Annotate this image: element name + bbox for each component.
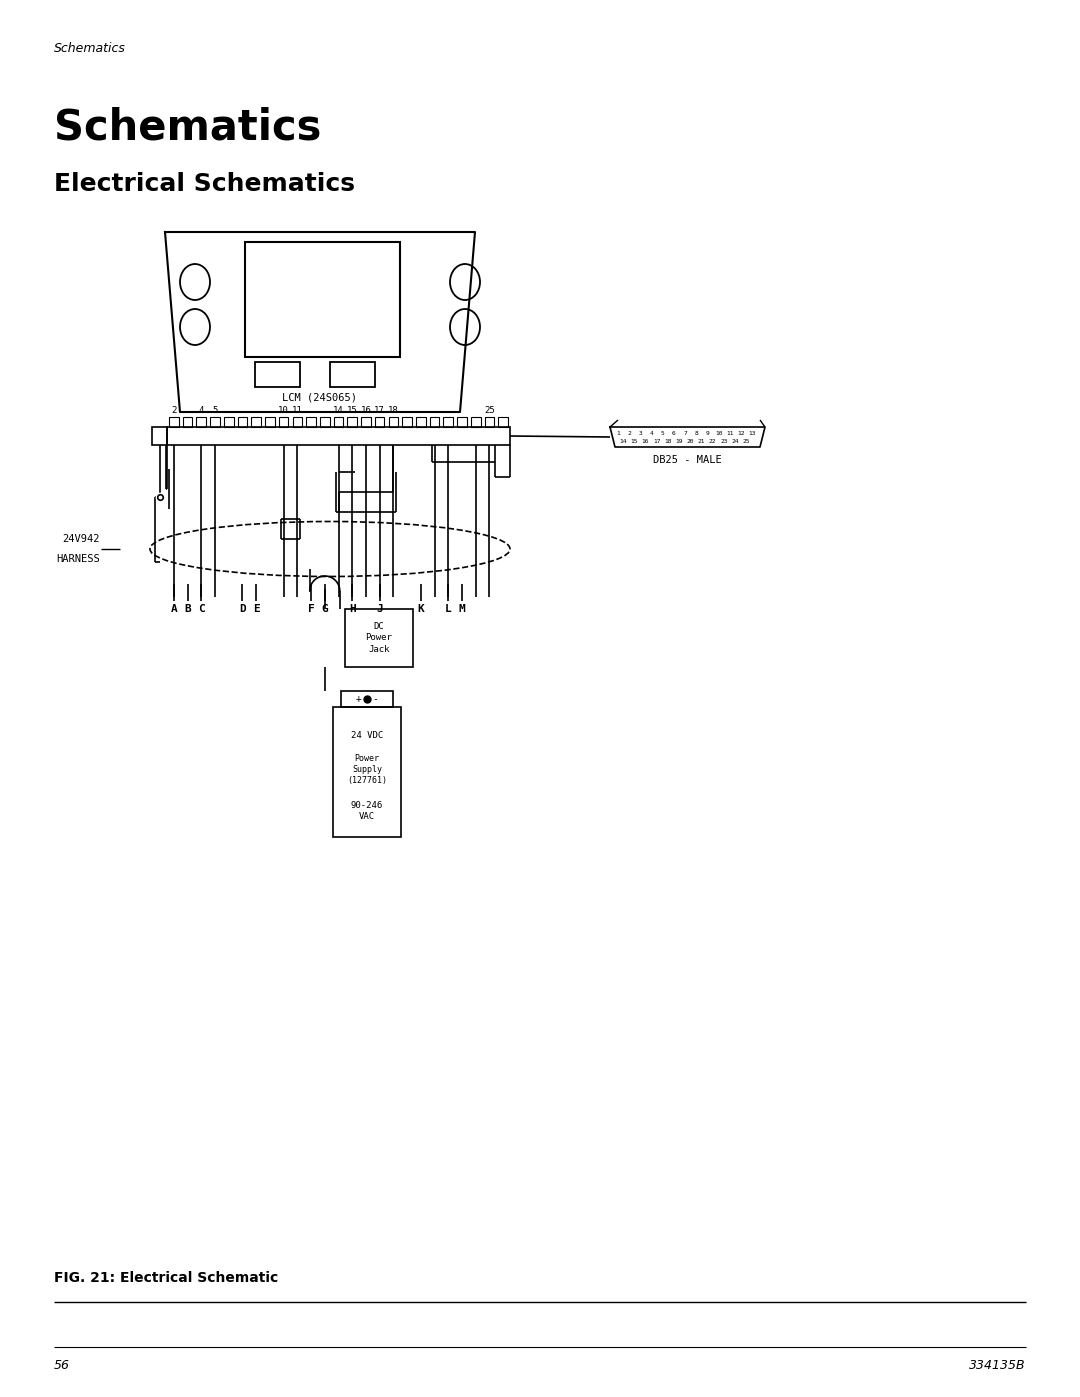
Text: C: C: [198, 604, 205, 615]
Bar: [334, 416, 343, 427]
Bar: [444, 416, 454, 427]
Bar: [471, 416, 481, 427]
Bar: [255, 362, 300, 387]
Text: M: M: [459, 604, 465, 615]
Text: 4: 4: [199, 407, 204, 415]
Text: HARNESS: HARNESS: [56, 555, 100, 564]
Bar: [416, 416, 426, 427]
Bar: [430, 416, 440, 427]
Bar: [320, 416, 329, 427]
Bar: [402, 416, 411, 427]
Text: 12: 12: [738, 432, 745, 436]
Text: F: F: [308, 604, 314, 615]
Text: 1: 1: [616, 432, 620, 436]
Text: 19: 19: [675, 439, 683, 444]
Text: 15: 15: [631, 439, 638, 444]
Text: 21: 21: [698, 439, 705, 444]
Bar: [498, 416, 508, 427]
Text: J: J: [376, 604, 383, 615]
Text: 25: 25: [742, 439, 750, 444]
Text: 9: 9: [705, 432, 710, 436]
Text: 5: 5: [213, 407, 218, 415]
Text: 24V942: 24V942: [63, 534, 100, 543]
Text: Electrical Schematics: Electrical Schematics: [54, 172, 355, 196]
Text: H: H: [349, 604, 355, 615]
Text: Schematics: Schematics: [54, 42, 126, 54]
Text: 334135B: 334135B: [970, 1359, 1026, 1372]
Text: E: E: [253, 604, 259, 615]
Text: 11: 11: [292, 407, 302, 415]
Text: G: G: [322, 604, 328, 615]
Bar: [265, 416, 274, 427]
Text: 56: 56: [54, 1359, 70, 1372]
Text: L: L: [445, 604, 451, 615]
Text: Power
Supply
(127761): Power Supply (127761): [347, 754, 387, 785]
Text: 2: 2: [171, 407, 176, 415]
Bar: [183, 416, 192, 427]
Text: D: D: [239, 604, 246, 615]
Bar: [224, 416, 233, 427]
Bar: [279, 416, 288, 427]
Text: 20: 20: [687, 439, 694, 444]
Text: 10: 10: [279, 407, 289, 415]
Bar: [245, 242, 400, 358]
Bar: [457, 416, 467, 427]
Text: A: A: [171, 604, 177, 615]
Text: 5: 5: [661, 432, 664, 436]
Bar: [348, 416, 357, 427]
Text: 7: 7: [684, 432, 687, 436]
Bar: [293, 416, 302, 427]
Bar: [197, 416, 206, 427]
Text: 18: 18: [388, 407, 399, 415]
Text: Schematics: Schematics: [54, 108, 322, 149]
Text: 16: 16: [361, 407, 372, 415]
Text: 8: 8: [694, 432, 699, 436]
Bar: [167, 427, 510, 446]
Bar: [389, 416, 399, 427]
Text: DC
Power
Jack: DC Power Jack: [365, 622, 392, 654]
Text: +: +: [356, 694, 362, 704]
Text: 15: 15: [347, 407, 357, 415]
Text: 10: 10: [715, 432, 723, 436]
Bar: [330, 362, 375, 387]
Bar: [152, 427, 167, 446]
Text: 24 VDC: 24 VDC: [351, 731, 383, 740]
Bar: [375, 416, 384, 427]
Text: 13: 13: [748, 432, 756, 436]
Text: 14: 14: [333, 407, 343, 415]
Text: 17: 17: [375, 407, 386, 415]
Text: 6: 6: [672, 432, 676, 436]
Text: LCM (24S065): LCM (24S065): [283, 393, 357, 402]
Bar: [211, 416, 220, 427]
Text: 17: 17: [652, 439, 660, 444]
Bar: [238, 416, 247, 427]
Text: 4: 4: [650, 432, 653, 436]
Text: B: B: [185, 604, 191, 615]
Text: 2: 2: [627, 432, 631, 436]
Bar: [307, 416, 315, 427]
Bar: [170, 416, 178, 427]
Bar: [361, 416, 370, 427]
Text: 90-246
VAC: 90-246 VAC: [351, 800, 383, 821]
Bar: [345, 609, 413, 666]
Bar: [252, 416, 261, 427]
Text: 14: 14: [619, 439, 626, 444]
Text: 23: 23: [720, 439, 728, 444]
Text: K: K: [418, 604, 424, 615]
Text: 3: 3: [638, 432, 643, 436]
Text: FIG. 21: Electrical Schematic: FIG. 21: Electrical Schematic: [54, 1271, 279, 1285]
Text: 11: 11: [726, 432, 733, 436]
Text: 16: 16: [642, 439, 649, 444]
Text: 22: 22: [708, 439, 716, 444]
Text: 25: 25: [484, 407, 495, 415]
Text: 18: 18: [664, 439, 672, 444]
Bar: [485, 416, 495, 427]
Text: 24: 24: [731, 439, 739, 444]
Bar: [341, 692, 393, 707]
Text: -: -: [373, 694, 378, 704]
Bar: [333, 707, 401, 837]
Text: DB25 - MALE: DB25 - MALE: [653, 455, 721, 465]
